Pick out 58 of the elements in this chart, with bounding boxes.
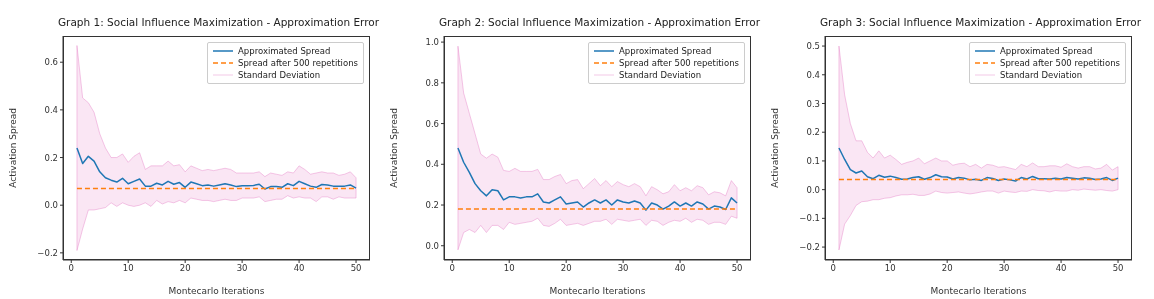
x-tick-label: 0 (830, 263, 836, 274)
x-tick-label: 50 (731, 263, 743, 274)
y-tick-label: 0.2 (44, 152, 58, 163)
legend-label: Approximated Spread (1000, 46, 1093, 56)
x-tick-label: 30 (998, 263, 1010, 274)
line-series (838, 147, 1119, 182)
x-tick-label: 50 (350, 263, 362, 274)
legend-label: Spread after 500 repetitions (1000, 58, 1120, 68)
y-tick-label: 1.0 (425, 37, 439, 48)
y-tick-label: 0.1 (806, 155, 820, 166)
chart-title: Graph 2: Social Influence Maximization - Approximation Error (437, 15, 762, 30)
x-tick-label: 10 (503, 263, 515, 274)
legend-label: Approximated Spread (238, 46, 331, 56)
legend-label: Standard Deviation (238, 70, 321, 80)
y-tick-label: 0.8 (425, 77, 439, 88)
x-tick-label: 40 (674, 263, 686, 274)
x-tick-label: 10 (122, 263, 134, 274)
x-tick-label: 10 (884, 263, 896, 274)
y-tick-label: 0.0 (425, 240, 439, 251)
y-tick-label: 0.0 (806, 184, 820, 195)
line-series (76, 147, 357, 190)
y-tick-label: 0.6 (44, 57, 58, 68)
x-axis-title: Montecarlo Iterations (168, 286, 265, 296)
x-axis-title: Montecarlo Iterations (549, 286, 646, 296)
legend-label: Spread after 500 repetitions (238, 58, 358, 68)
y-tick-label: −0.2 (799, 242, 820, 253)
y-tick-label: 0.6 (425, 118, 439, 129)
y-tick-label: −0.1 (799, 213, 820, 224)
legend-label: Standard Deviation (1000, 70, 1083, 80)
x-tick-label: 0 (68, 263, 74, 274)
y-tick-label: −0.2 (37, 247, 58, 258)
y-tick-label: 0.4 (44, 104, 58, 115)
y-axis-title: Activation Spread (389, 108, 399, 188)
line-series (457, 147, 738, 211)
x-tick-label: 20 (560, 263, 572, 274)
x-tick-label: 40 (293, 263, 305, 274)
legend-label: Standard Deviation (619, 70, 702, 80)
legend-label: Spread after 500 repetitions (619, 58, 739, 68)
x-tick-label: 20 (941, 263, 953, 274)
y-tick-label: 0.5 (806, 41, 820, 52)
y-axis-title: Activation Spread (8, 108, 18, 188)
y-tick-label: 0.2 (806, 127, 820, 138)
y-tick-label: 0.4 (425, 159, 439, 170)
y-tick-label: 0.3 (806, 98, 820, 109)
x-tick-label: 50 (1112, 263, 1124, 274)
x-tick-label: 20 (179, 263, 191, 274)
chart-title: Graph 1: Social Influence Maximization - Approximation Error (56, 15, 381, 30)
x-axis-title: Montecarlo Iterations (930, 286, 1027, 296)
y-tick-label: 0.0 (44, 200, 58, 211)
y-axis-title: Activation Spread (770, 108, 780, 188)
x-tick-label: 30 (617, 263, 629, 274)
chart-title: Graph 3: Social Influence Maximization - Approximation Error (818, 15, 1143, 30)
y-tick-label: 0.4 (806, 69, 820, 80)
y-tick-label: 0.2 (425, 200, 439, 211)
x-tick-label: 40 (1055, 263, 1067, 274)
legend-label: Approximated Spread (619, 46, 712, 56)
x-tick-label: 0 (449, 263, 455, 274)
x-tick-label: 30 (236, 263, 248, 274)
